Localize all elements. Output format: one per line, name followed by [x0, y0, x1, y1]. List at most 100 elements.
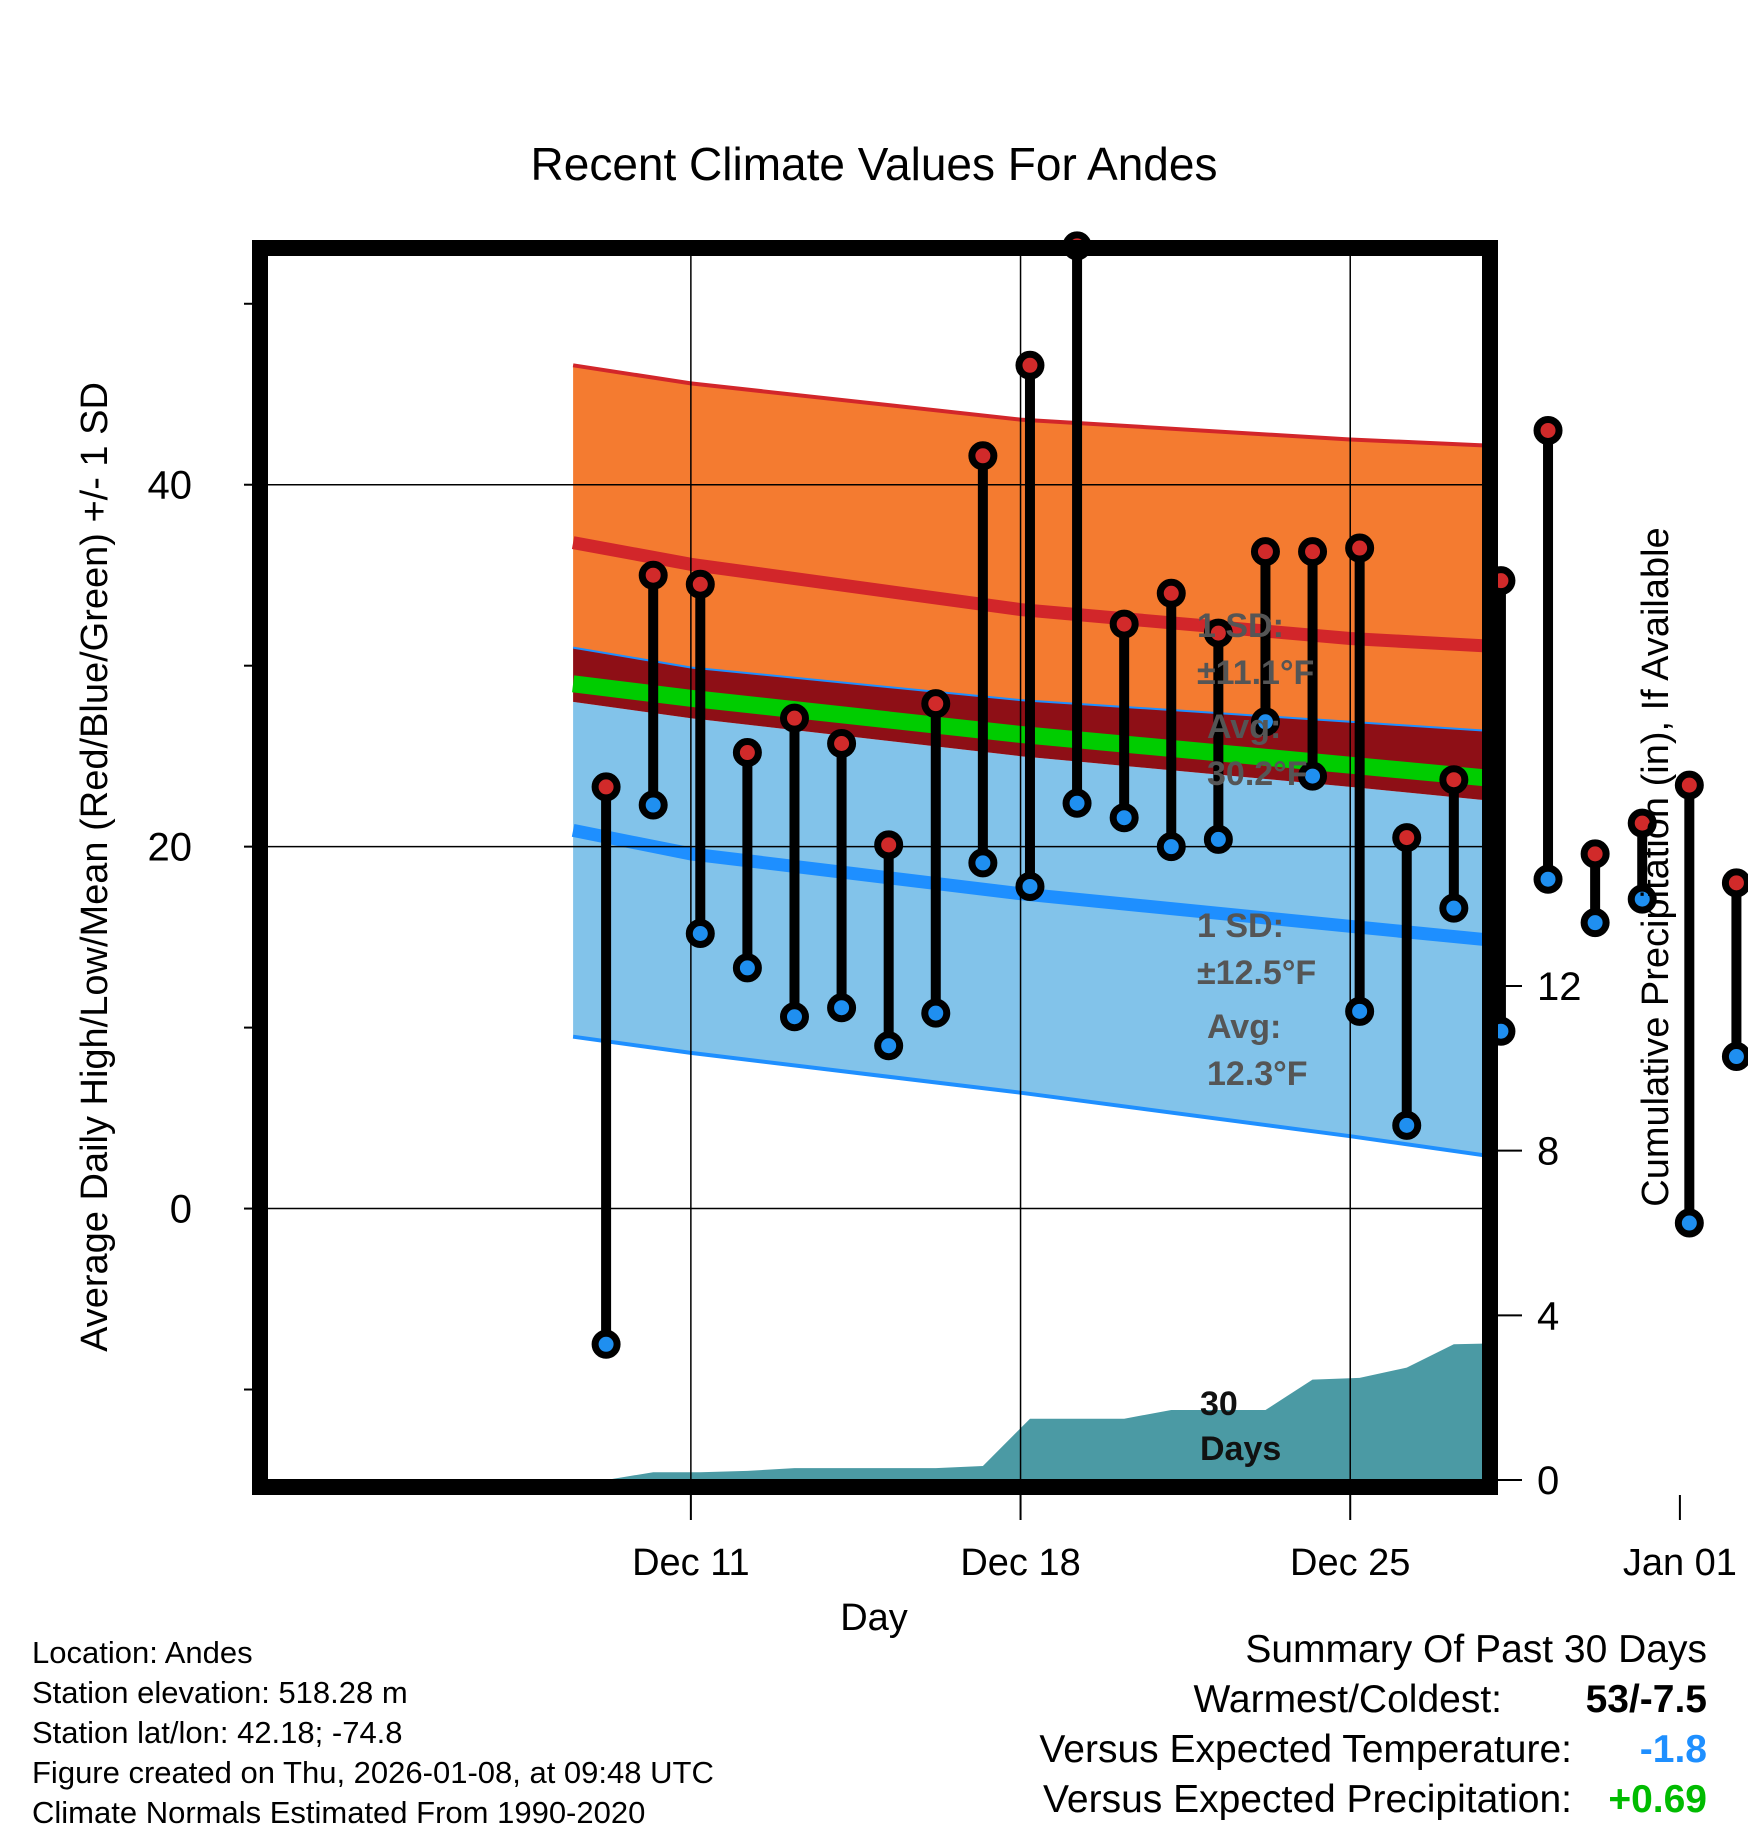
high-avg-value: 30.2°F	[1207, 755, 1308, 793]
summary-temp-label: Versus Expected Temperature:	[1039, 1728, 1572, 1771]
low-marker-2	[685, 919, 715, 949]
info-elevation: Station elevation: 518.28 m	[32, 1675, 408, 1710]
annotations: 1 SD: ±11.1°F Avg: 30.2°F 1 SD: ±12.5°F …	[1197, 607, 1316, 1468]
low-sd-lower-line	[572, 1034, 1483, 1158]
low-marker-21	[1580, 908, 1610, 938]
x-tick-label-2: Dec 25	[1290, 1542, 1410, 1584]
y-tick-label-0: 0	[170, 1188, 192, 1232]
daily-markers	[591, 231, 1748, 1359]
y-tick-label-2: 40	[148, 464, 193, 508]
days-unit-label: Days	[1200, 1430, 1281, 1468]
high-marker-14	[1250, 537, 1280, 567]
low-sd-value: ±12.5°F	[1197, 954, 1316, 992]
low-marker-4	[779, 1002, 809, 1032]
high-marker-6	[874, 830, 904, 860]
info-normals: Climate Normals Estimated From 1990-2020	[32, 1795, 645, 1828]
low-marker-7	[921, 998, 951, 1028]
x-tick-label-1: Dec 18	[960, 1542, 1080, 1584]
low-marker-23	[1674, 1208, 1704, 1238]
y-axis-title: Average Daily High/Low/Mean (Red/Blue/Gr…	[74, 382, 116, 1352]
low-marker-18	[1439, 893, 1469, 923]
high-marker-20	[1533, 415, 1563, 445]
summary-title: Summary Of Past 30 Days	[1245, 1628, 1707, 1671]
high-marker-13	[1203, 618, 1233, 648]
high-marker-22	[1627, 808, 1657, 838]
high-sd-value: ±11.1°F	[1197, 654, 1314, 692]
high-marker-4	[779, 703, 809, 733]
low-marker-22	[1627, 884, 1657, 914]
y2-axis-title: Cumulative Precipitation (in), If Availa…	[1635, 527, 1677, 1206]
low-marker-13	[1203, 824, 1233, 854]
daily-range-stems	[601, 245, 1742, 1345]
low-marker-15	[1298, 761, 1328, 791]
high-sd-upper-line	[572, 363, 1483, 448]
normal-mean-line	[572, 675, 1483, 787]
x-tick-label-3: Jan 01	[1623, 1542, 1737, 1584]
low-avg-value: 12.3°F	[1207, 1055, 1308, 1093]
low-marker-6	[874, 1031, 904, 1061]
summary-precip-label: Versus Expected Precipitation:	[1043, 1778, 1572, 1821]
grid-lines	[267, 255, 1483, 1480]
station-info: Location: Andes Station elevation: 518.2…	[32, 1635, 714, 1828]
x-tick-label-0: Dec 11	[632, 1542, 750, 1584]
high-marker-7	[921, 689, 951, 719]
high-marker-17	[1392, 823, 1422, 853]
y2-tick-label-1: 4	[1537, 1294, 1559, 1338]
low-marker-8	[968, 848, 998, 878]
low-marker-5	[827, 993, 857, 1023]
high-marker-1	[638, 560, 668, 590]
low-marker-17	[1392, 1110, 1422, 1140]
high-marker-16	[1345, 533, 1375, 563]
y2-tick-label-2: 8	[1537, 1130, 1559, 1174]
high-marker-24	[1721, 868, 1748, 898]
high-marker-11	[1109, 609, 1139, 639]
high-sd-label: 1 SD:	[1197, 607, 1284, 645]
info-created: Figure created on Thu, 2026-01-08, at 09…	[32, 1755, 714, 1790]
summary: Summary Of Past 30 Days Warmest/Coldest:…	[1039, 1628, 1707, 1821]
low-sd-label: 1 SD:	[1197, 907, 1284, 945]
low-marker-24	[1721, 1042, 1748, 1072]
high-marker-18	[1439, 765, 1469, 795]
low-marker-16	[1345, 996, 1375, 1026]
low-marker-1	[638, 790, 668, 820]
high-marker-2	[685, 569, 715, 599]
summary-temp-value: -1.8	[1640, 1728, 1707, 1771]
y2-tick-label-0: 0	[1537, 1459, 1559, 1503]
low-marker-12	[1156, 832, 1186, 862]
left-axis: 0 20 40	[148, 302, 252, 1391]
low-sd-band	[573, 701, 1483, 1156]
y-tick-label-1: 20	[148, 826, 193, 870]
high-marker-3	[732, 738, 762, 768]
low-marker-10	[1062, 788, 1092, 818]
info-latlon: Station lat/lon: 42.18; -74.8	[32, 1715, 403, 1750]
high-avg-label: Avg:	[1207, 708, 1281, 746]
days-count-label: 30	[1200, 1385, 1238, 1423]
high-marker-0	[591, 772, 621, 802]
info-location: Location: Andes	[32, 1635, 253, 1670]
low-sd-upper-line	[572, 646, 1483, 732]
low-avg-label: Avg:	[1207, 1008, 1281, 1046]
chart-title: Recent Climate Values For Andes	[531, 138, 1218, 190]
low-marker-20	[1533, 864, 1563, 894]
high-marker-5	[827, 728, 857, 758]
x-axis-title: Day	[840, 1597, 908, 1639]
high-marker-9	[1015, 350, 1045, 380]
right-axis: 0 4 8 12	[1498, 965, 1582, 1503]
low-marker-9	[1015, 871, 1045, 901]
high-marker-23	[1674, 770, 1704, 800]
summary-warmest-value: 53/-7.5	[1586, 1678, 1707, 1721]
precipitation-area	[573, 1343, 1483, 1480]
low-marker-0	[591, 1329, 621, 1359]
high-marker-21	[1580, 839, 1610, 869]
summary-precip-value: +0.69	[1608, 1778, 1707, 1821]
summary-warmest-label: Warmest/Coldest:	[1194, 1678, 1502, 1721]
y2-tick-label-3: 12	[1537, 965, 1582, 1009]
high-marker-15	[1298, 537, 1328, 567]
plot-frame	[252, 240, 1498, 1495]
low-marker-3	[732, 953, 762, 983]
high-marker-8	[968, 441, 998, 471]
normal-high-line	[571, 536, 1483, 653]
low-marker-14	[1250, 707, 1280, 737]
